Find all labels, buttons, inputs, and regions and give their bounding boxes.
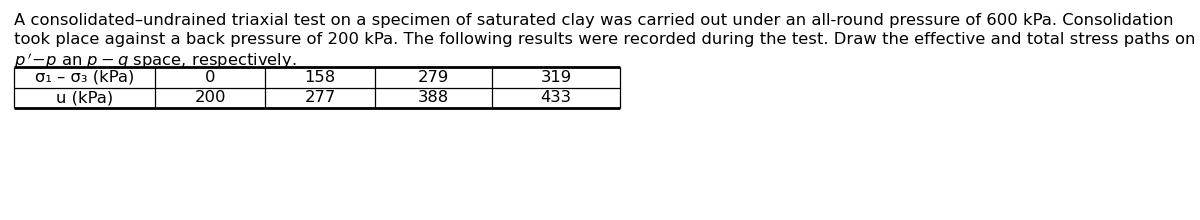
Text: 277: 277 <box>305 90 336 105</box>
Text: 158: 158 <box>305 70 336 85</box>
Text: u (kPa): u (kPa) <box>56 90 113 105</box>
Text: 279: 279 <box>418 70 449 85</box>
Text: 200: 200 <box>194 90 226 105</box>
Text: A consolidated–undrained triaxial test on a specimen of saturated clay was carri: A consolidated–undrained triaxial test o… <box>14 13 1174 28</box>
Text: $p\,'\!-\!p$ an $p-q$ space, respectively.: $p\,'\!-\!p$ an $p-q$ space, respectivel… <box>14 51 296 71</box>
Text: 0: 0 <box>205 70 215 85</box>
Text: σ₁ – σ₃ (kPa): σ₁ – σ₃ (kPa) <box>35 70 134 85</box>
Text: 319: 319 <box>540 70 571 85</box>
Text: 433: 433 <box>540 90 571 105</box>
Text: took place against a back pressure of 200 kPa. The following results were record: took place against a back pressure of 20… <box>14 32 1195 47</box>
Text: 388: 388 <box>418 90 449 105</box>
